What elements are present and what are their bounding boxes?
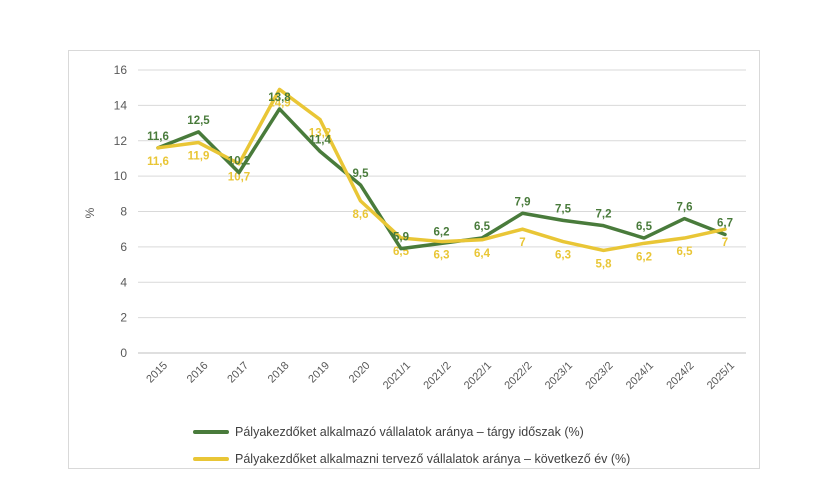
- data-label: 6,5: [474, 221, 491, 233]
- data-label: 11,9: [188, 151, 210, 163]
- data-label: 5,9: [393, 232, 409, 244]
- y-tick-label: 16: [114, 63, 128, 77]
- data-label: 6,5: [677, 246, 694, 258]
- data-label: 6,5: [636, 221, 653, 233]
- data-label: 7: [722, 237, 728, 249]
- x-category-label: 2022/2: [502, 360, 534, 392]
- y-tick-label: 2: [120, 311, 127, 325]
- x-category-label: 2017: [225, 360, 251, 386]
- data-label: 7,5: [555, 203, 572, 215]
- x-category-label: 2021/1: [381, 360, 413, 392]
- data-label: 12,5: [187, 115, 210, 127]
- x-category-label: 2016: [185, 360, 211, 386]
- data-label: 6,3: [434, 250, 450, 262]
- data-label: 6,3: [555, 250, 571, 262]
- data-label: 6,2: [434, 226, 450, 238]
- data-label: 10,7: [228, 172, 250, 184]
- line-chart: 0 2 4 6 8 10 12 14 16 2015 2016 2017 2018 2019 2020 202…: [83, 63, 746, 392]
- legend-item-current-period: Pályakezdőket alkalmazó vállalatok arány…: [193, 418, 630, 445]
- data-label: 11,6: [147, 131, 169, 143]
- y-tick-label: 10: [114, 169, 128, 183]
- y-tick-label: 4: [120, 275, 127, 289]
- data-label: 8,6: [353, 209, 369, 221]
- data-label: 13,2: [309, 128, 331, 140]
- data-label: 6,7: [717, 217, 733, 229]
- y-tick-label: 12: [114, 134, 128, 148]
- x-category-label: 2019: [306, 360, 332, 386]
- legend-label: Pályakezdőket alkalmazni tervező vállala…: [235, 451, 631, 466]
- data-label: 7: [519, 237, 525, 249]
- data-label: 6,4: [474, 248, 491, 260]
- data-label: 13,8: [268, 92, 291, 104]
- y-tick-label: 14: [114, 98, 128, 112]
- data-label: 5,8: [596, 258, 613, 270]
- x-category-label: 2022/1: [462, 360, 494, 392]
- data-label: 11,6: [147, 156, 169, 168]
- legend-swatch-green-line: [193, 429, 229, 434]
- legend-swatch-yellow-line: [193, 456, 229, 461]
- data-label: 7,2: [596, 209, 612, 221]
- data-label: 10,2: [228, 156, 250, 168]
- y-tick-label: 6: [120, 240, 127, 254]
- x-category-label: 2023/1: [543, 360, 575, 392]
- plot-area: 0 2 4 6 8 10 12 14 16 2015 2016 2017 2018 2019 2020 202…: [114, 63, 746, 392]
- y-tick-label: 0: [120, 346, 127, 360]
- data-label: 6,2: [636, 251, 652, 263]
- chart-legend: Pályakezdőket alkalmazó vállalatok arány…: [193, 418, 630, 472]
- y-axis-title: %: [83, 207, 97, 218]
- x-category-label: 2015: [144, 360, 170, 386]
- y-tick-label: 8: [120, 205, 127, 219]
- x-category-label: 2025/1: [705, 360, 737, 392]
- series-line: [156, 107, 727, 251]
- data-label: 7,9: [515, 196, 531, 208]
- x-category-label: 2020: [347, 360, 373, 386]
- data-label: 11,4: [309, 134, 331, 146]
- data-label: 9,5: [353, 168, 370, 180]
- x-category-label: 2024/2: [664, 360, 696, 392]
- x-category-label: 2021/2: [421, 360, 453, 392]
- legend-label: Pályakezdőket alkalmazó vállalatok arány…: [235, 424, 584, 439]
- x-category-label: 2023/2: [583, 360, 615, 392]
- series-line: [156, 87, 727, 253]
- legend-item-next-year: Pályakezdőket alkalmazni tervező vállala…: [193, 445, 630, 472]
- x-category-label: 2024/1: [624, 360, 656, 392]
- chart-container: 0 2 4 6 8 10 12 14 16 2015 2016 2017 2018 2019 2020 202…: [68, 50, 760, 469]
- x-category-label: 2018: [266, 360, 292, 386]
- data-label: 7,6: [677, 202, 693, 214]
